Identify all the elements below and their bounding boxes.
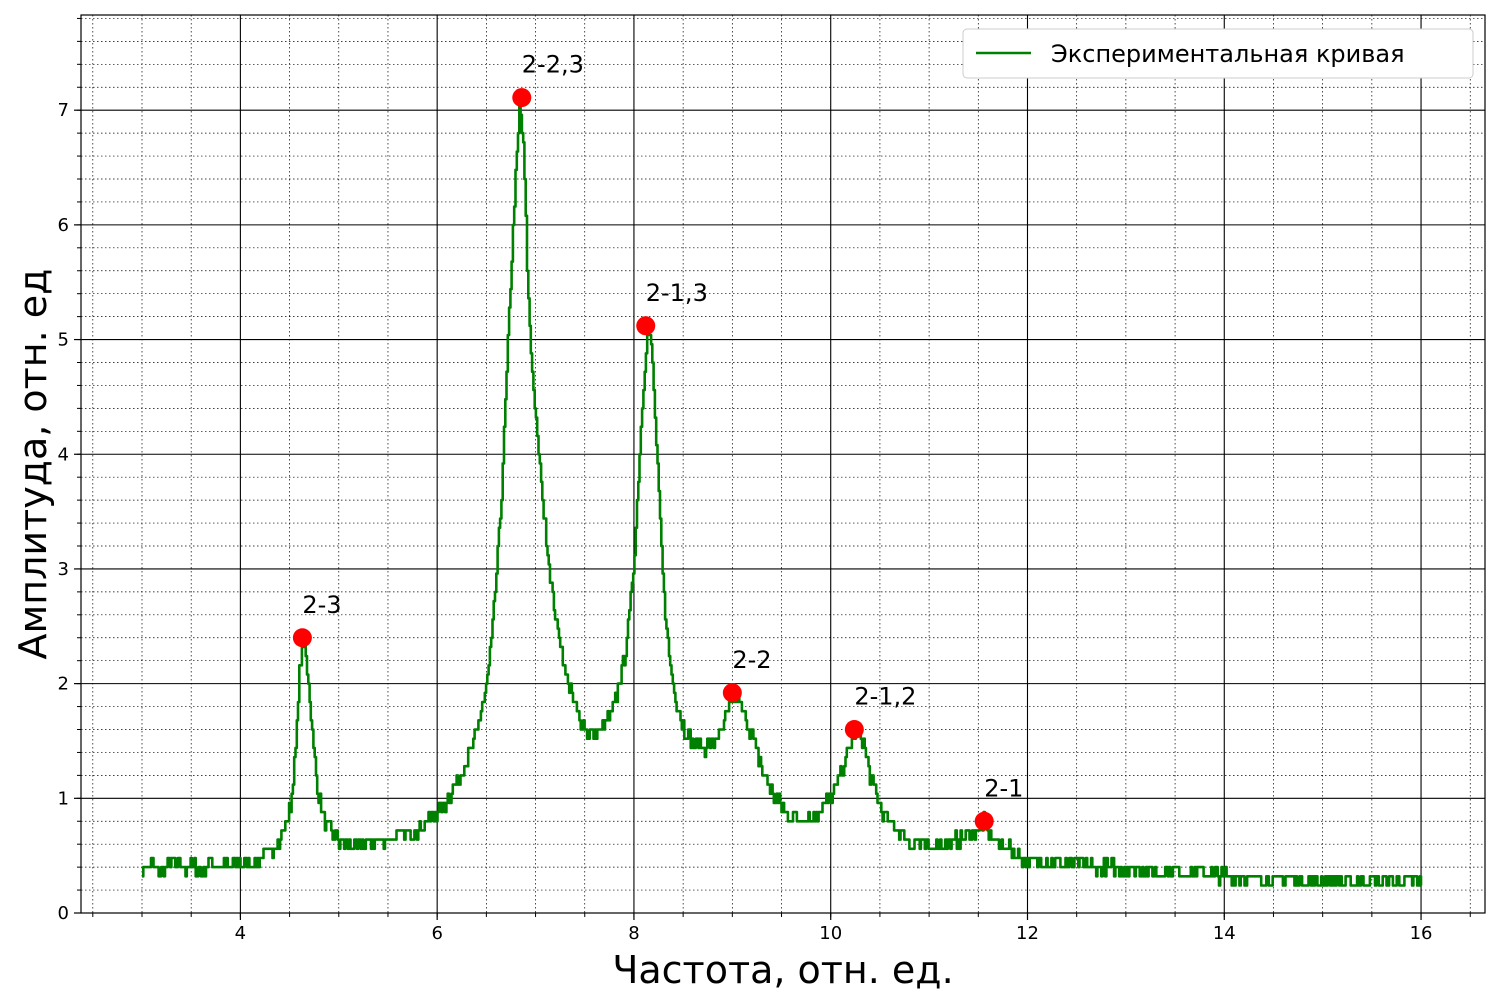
- major-grid: [81, 15, 1485, 913]
- peak-label: 2-1: [984, 774, 1023, 802]
- y-tick-label: 4: [58, 444, 69, 465]
- y-tick-label: 5: [58, 330, 69, 351]
- minor-grid: [81, 15, 1485, 913]
- peak-annotations: 2-3 2-2,3 2-1,3 2-2 2-1,2 2-1: [302, 51, 1023, 803]
- legend-label: Экспериментальная кривая: [1051, 40, 1405, 68]
- x-tick-label: 16: [1410, 923, 1433, 944]
- y-tick-label: 2: [58, 674, 69, 695]
- peak-label: 2-3: [302, 591, 341, 619]
- legend: Экспериментальная кривая: [962, 28, 1474, 79]
- peak-marker: [844, 720, 864, 740]
- peak-marker: [974, 811, 994, 831]
- y-tick-label: 1: [58, 788, 69, 809]
- peak-marker: [722, 683, 742, 703]
- x-axis-label: Частота, отн. ед.: [612, 948, 953, 992]
- peak-label: 2-2,3: [522, 51, 584, 79]
- x-tick-label: 8: [628, 923, 639, 944]
- peak-marker: [512, 88, 532, 108]
- peak-label: 2-1,3: [646, 279, 708, 307]
- y-tick-label: 6: [58, 215, 69, 236]
- y-tick-label: 3: [58, 559, 69, 580]
- peak-markers: [292, 88, 994, 831]
- plot-frame: [80, 14, 1486, 914]
- y-tick-label: 7: [58, 100, 69, 121]
- axis-ticks: [74, 17, 1471, 920]
- y-tick-label: 0: [58, 903, 69, 924]
- series-line-experimental-curve: [142, 104, 1423, 887]
- peak-label: 2-2: [732, 646, 771, 674]
- y-axis-label: Амплитуда, отн. ед: [11, 269, 55, 660]
- x-tick-label: 6: [431, 923, 442, 944]
- peak-marker: [292, 628, 312, 648]
- x-tick-label: 4: [235, 923, 246, 944]
- peak-label: 2-1,2: [854, 683, 916, 711]
- x-tick-label: 10: [819, 923, 842, 944]
- x-tick-label: 12: [1016, 923, 1039, 944]
- peak-marker: [636, 316, 656, 336]
- legend-box: [962, 28, 1474, 79]
- x-tick-label: 14: [1213, 923, 1236, 944]
